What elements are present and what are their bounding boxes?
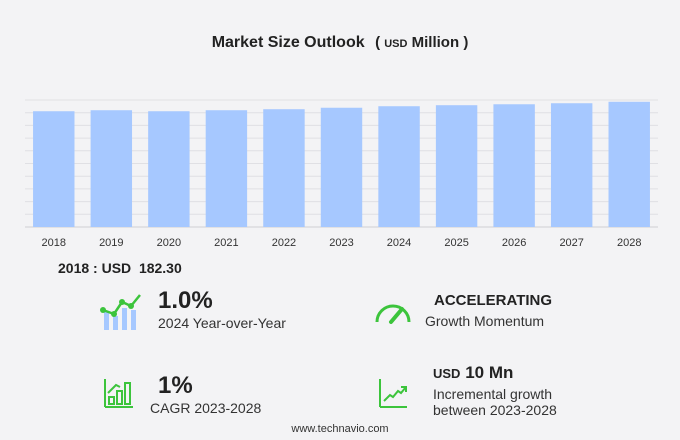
bar-2019 (90, 110, 133, 227)
x-tick-label: 2025 (444, 237, 468, 249)
kpi-incremental: USD 10 Mn Incremental growth between 202… (433, 363, 557, 418)
momentum-label: Growth Momentum (425, 313, 545, 329)
footer-url[interactable]: www.technavio.com (291, 423, 389, 435)
momentum-value: ACCELERATING (434, 292, 553, 309)
growth-chart-icon (100, 294, 141, 330)
incremental-label-2: between 2023-2028 (433, 402, 557, 418)
x-tick-label: 2028 (617, 237, 641, 249)
bar-2020 (148, 111, 190, 227)
x-tick-label: 2026 (502, 237, 526, 249)
x-tick-label: 2024 (387, 237, 411, 249)
cagr-label: CAGR 2023-2028 (150, 400, 262, 416)
x-tick-label: 2019 (99, 237, 123, 249)
incremental-value: 10 Mn (465, 363, 514, 382)
unit-open: ( (375, 34, 381, 51)
unit-close: ) (463, 34, 469, 51)
title-unit: ( USD Million ) (375, 34, 468, 51)
bar-2018 (33, 111, 75, 227)
x-tick-label: 2022 (272, 237, 296, 249)
incremental-currency: USD (433, 366, 461, 381)
cagr-value: 1% (158, 372, 193, 399)
bar-growth-icon (104, 379, 133, 408)
bar-chart: 2018 2019 2020 2021 2022 2023 2024 2025 2026 2027… (25, 99, 658, 249)
bar-2022 (263, 109, 305, 227)
base-label: 2018 : USD (58, 260, 132, 276)
bar-2026 (493, 104, 535, 227)
base-value: 182.30 (138, 260, 182, 276)
bar-2024 (378, 106, 420, 227)
title-text: Market Size Outlook (211, 34, 365, 51)
kpi-momentum: ACCELERATING Growth Momentum (425, 292, 552, 329)
unit-currency: USD (384, 38, 408, 50)
yoy-label: 2024 Year-over-Year (158, 315, 286, 331)
x-tick-label: 2018 (42, 237, 66, 249)
chart-title: Market Size Outlook ( USD Million ) (0, 34, 680, 52)
bar-2025 (435, 105, 478, 227)
bar-2028 (608, 101, 650, 227)
kpi-yoy: 1.0% 2024 Year-over-Year (158, 287, 286, 331)
speedometer-icon (375, 304, 411, 324)
x-tick-label: 2023 (329, 237, 353, 249)
unit-label: Million (411, 34, 460, 51)
bar-2027 (550, 103, 593, 227)
kpi-cagr: 1% CAGR 2023-2028 (150, 372, 261, 416)
yoy-value: 1.0% (158, 287, 213, 314)
trend-line-icon (379, 379, 407, 408)
x-tick-label: 2020 (157, 237, 181, 249)
incremental-label-1: Incremental growth (433, 386, 553, 402)
x-tick-label: 2027 (559, 237, 583, 249)
base-year-value: 2018 : USD 182.30 (58, 260, 182, 276)
bar-2021 (205, 110, 248, 227)
x-tick-label: 2021 (214, 237, 238, 249)
bar-2023 (320, 107, 363, 227)
